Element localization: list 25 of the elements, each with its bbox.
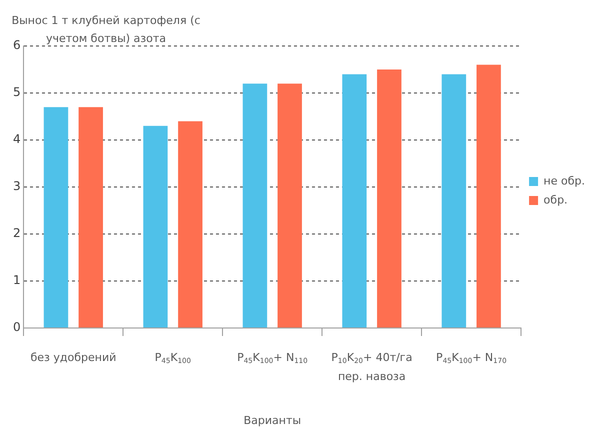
bar (143, 126, 168, 328)
x-tick-label: без удобрений (29, 350, 118, 366)
y-tick-label: 1 (12, 273, 21, 288)
y-tick-label: 3 (12, 179, 21, 194)
bar (342, 74, 367, 328)
x-axis-title: Варианты (242, 414, 302, 427)
bar (278, 84, 302, 328)
bar (476, 64, 501, 328)
bar (44, 107, 68, 328)
bar (78, 107, 103, 328)
bar (377, 70, 402, 328)
legend-label: обр. (544, 193, 568, 206)
bar (178, 121, 202, 328)
y-tick-label: 2 (12, 226, 21, 240)
x-tick-label: P$_{45}$K$_{100}$ (154, 350, 192, 367)
x-tick-label: P$_{45}$K$_{100}$+ N$_{170}$ (435, 350, 508, 367)
y-tick-label: 0 (12, 320, 21, 334)
y-tick-label: 6 (12, 38, 21, 52)
legend-label: не обр. (544, 174, 586, 188)
bar (242, 84, 268, 328)
x-tick-label: P$_{10}$K$_{20}$+ 40т/га пер. навоза (330, 350, 414, 385)
x-tick-label: P$_{45}$K$_{100}$+ N$_{110}$ (236, 350, 309, 367)
bar (442, 74, 466, 328)
y-tick-label: 4 (12, 132, 21, 146)
y-tick-label: 5 (12, 85, 21, 100)
